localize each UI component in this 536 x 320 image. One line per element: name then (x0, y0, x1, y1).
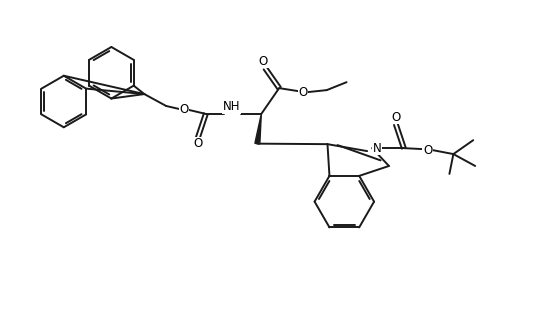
Text: O: O (299, 85, 308, 99)
Text: N: N (373, 142, 382, 155)
Text: O: O (180, 103, 189, 116)
Polygon shape (255, 114, 262, 144)
Text: NH: NH (223, 100, 240, 114)
Text: O: O (391, 111, 400, 124)
Text: O: O (259, 55, 268, 68)
Text: O: O (423, 144, 432, 156)
Text: O: O (193, 137, 203, 150)
